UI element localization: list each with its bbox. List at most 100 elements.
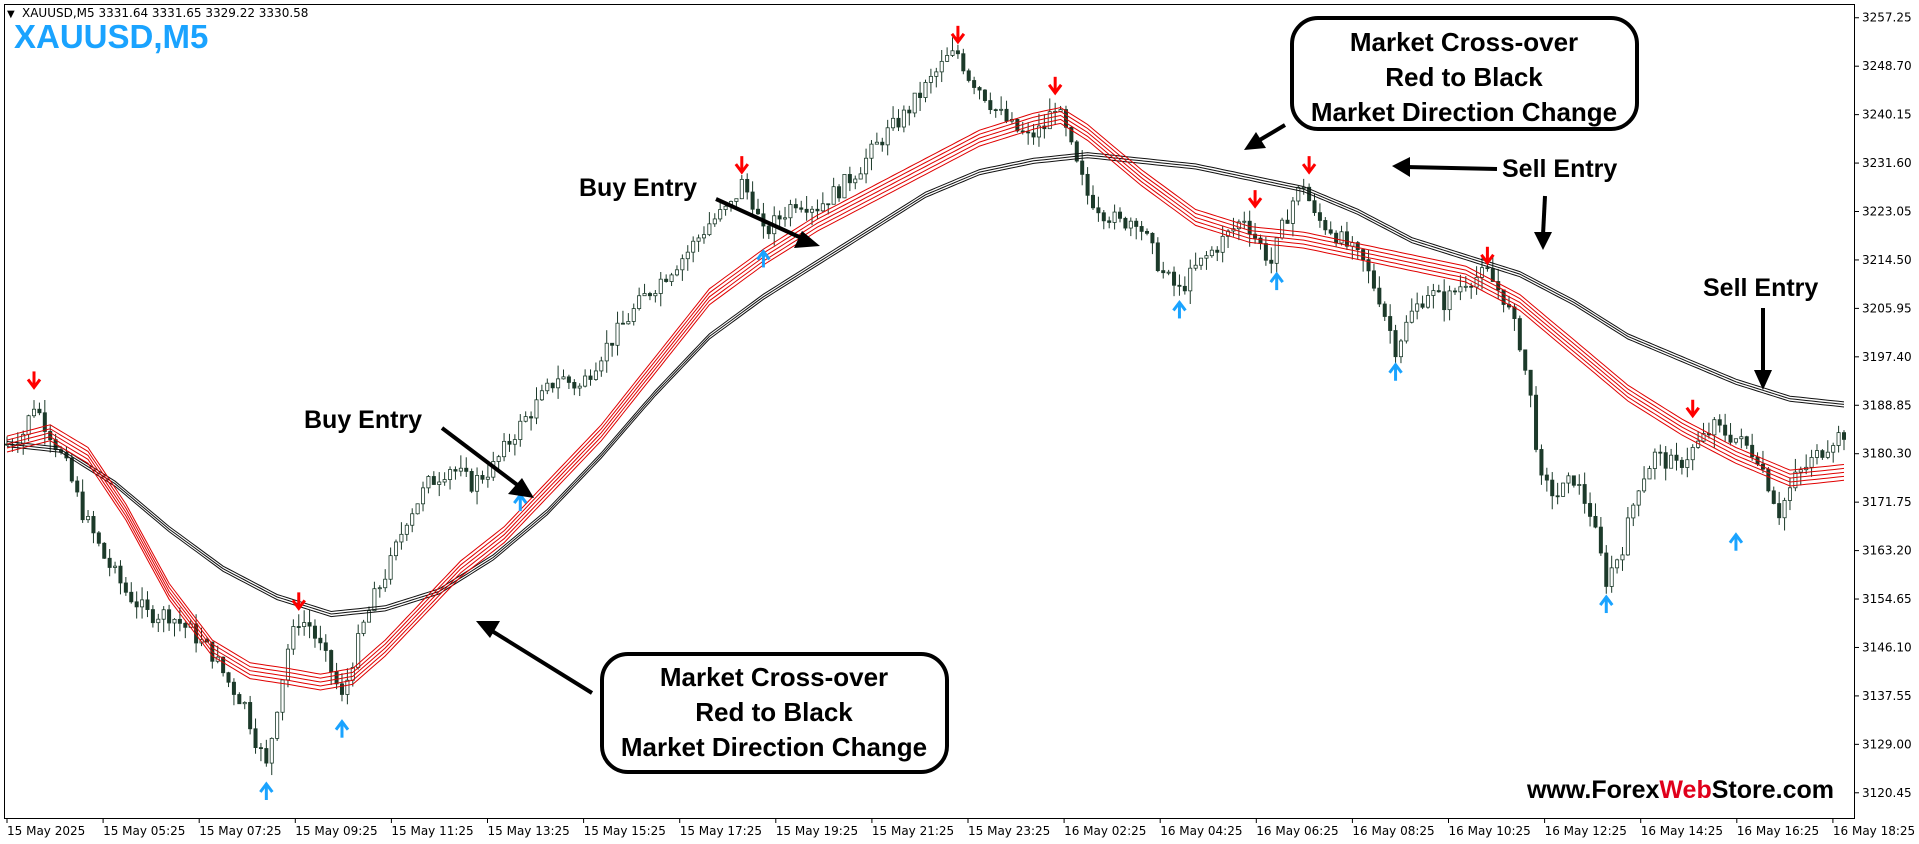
price-axis: 3257.25 3248.70 3240.15 3231.60 3223.05 3214.… [1854,11,1912,800]
candle-body [1182,285,1187,292]
candle-body [1388,316,1393,331]
candle-body [664,278,669,282]
candle-body [658,278,663,294]
price-tick-label: 3146.10 [1862,640,1912,654]
fast-ema-line [6,118,1845,687]
candle-body [1220,235,1225,253]
candle-body [1782,500,1787,519]
candle-body [237,694,242,705]
candle-body [1798,469,1803,473]
time-tick-label: 15 May 2025 [7,824,85,838]
candle-body [1615,559,1620,569]
candle-body [183,622,188,628]
candle-body [1809,457,1814,468]
candle-body [1480,267,1485,278]
candle-body [712,218,717,225]
candle-body [258,747,263,749]
candle-body [1598,526,1603,554]
candle-body [1285,219,1290,224]
crossover-bottom-pointer [490,629,594,695]
sell-arrow-icon [1047,76,1063,96]
candle-body [1425,295,1430,308]
candle-body [48,431,53,441]
crossover-bottom-line-3: Market Direction Change [621,732,927,762]
candle-body [1647,468,1652,480]
candle-body [939,60,944,73]
candle-body [1577,484,1582,486]
candle-body [1625,517,1630,556]
price-tick-label: 3223.05 [1862,205,1912,219]
candle-body [539,390,544,401]
candle-body [302,622,307,627]
candle-body [350,667,355,681]
candle-body [977,87,982,91]
candle-body [42,412,47,432]
candle-body [404,524,409,535]
candle-body [577,385,582,389]
candle-body [475,475,480,492]
candle-body [1366,259,1371,272]
candle-body [993,109,998,112]
candle-body [1750,444,1755,458]
candle-body [1031,132,1036,138]
buy-entry-label-2: Buy Entry [579,174,697,202]
price-tick-label: 3248.70 [1862,59,1912,73]
candle-body [291,626,296,650]
candle-body [1188,267,1193,292]
candle-body [1323,220,1328,231]
candle-body [874,141,879,145]
price-tick-label: 3257.25 [1862,11,1912,25]
time-tick-label: 15 May 19:25 [776,824,858,838]
candle-body [1269,259,1274,264]
candle-body [1161,270,1166,274]
candle-body [512,439,517,445]
crossover-bottom-arrowhead [476,621,500,638]
candle-body [1555,495,1560,498]
time-tick-label: 15 May 17:25 [680,824,762,838]
candle-body [1690,446,1695,461]
candle-body [1571,475,1576,486]
fast-ema-line [6,106,1845,675]
candle-body [1085,173,1090,196]
candle-body [637,295,642,309]
candle-body [1431,290,1436,296]
candle-body [399,533,404,543]
crossover-top-pointer [1256,123,1287,143]
candle-body [669,274,674,282]
time-tick-label: 16 May 10:25 [1449,824,1531,838]
candle-body [820,203,825,212]
candle-body [1717,419,1722,426]
sell-arrow-icon [1301,156,1317,175]
candle-body [140,599,145,608]
candle-body [1409,310,1414,323]
sell-entry-label-2: Sell Entry [1703,274,1818,302]
candle-body [75,480,80,493]
candle-body [783,217,788,220]
candle-body [588,375,593,380]
crossover-callout-bottom-box [600,652,949,774]
candle-body [86,516,91,521]
buy-arrow-icon [1172,299,1187,319]
candle-body [1685,459,1690,468]
candle-body [102,542,107,559]
candle-body [847,174,852,184]
candle-body [1593,515,1598,528]
candle-body [242,702,247,705]
header-triangle-icon[interactable]: ▼ [7,9,15,20]
candle-body [269,737,274,764]
candle-body [777,215,782,220]
candle-body [696,237,701,242]
time-tick-label: 16 May 02:25 [1064,824,1146,838]
candle-body [1015,118,1020,132]
candle-body [507,440,512,445]
candle-body [853,178,858,184]
candle-body [372,588,377,612]
candle-body [739,178,744,200]
candle-body [1728,434,1733,443]
time-tick-label: 15 May 07:25 [199,824,281,838]
candle-body [1469,285,1474,288]
candle-body [766,225,771,235]
candle-body [388,555,393,580]
candle-body [610,342,615,346]
